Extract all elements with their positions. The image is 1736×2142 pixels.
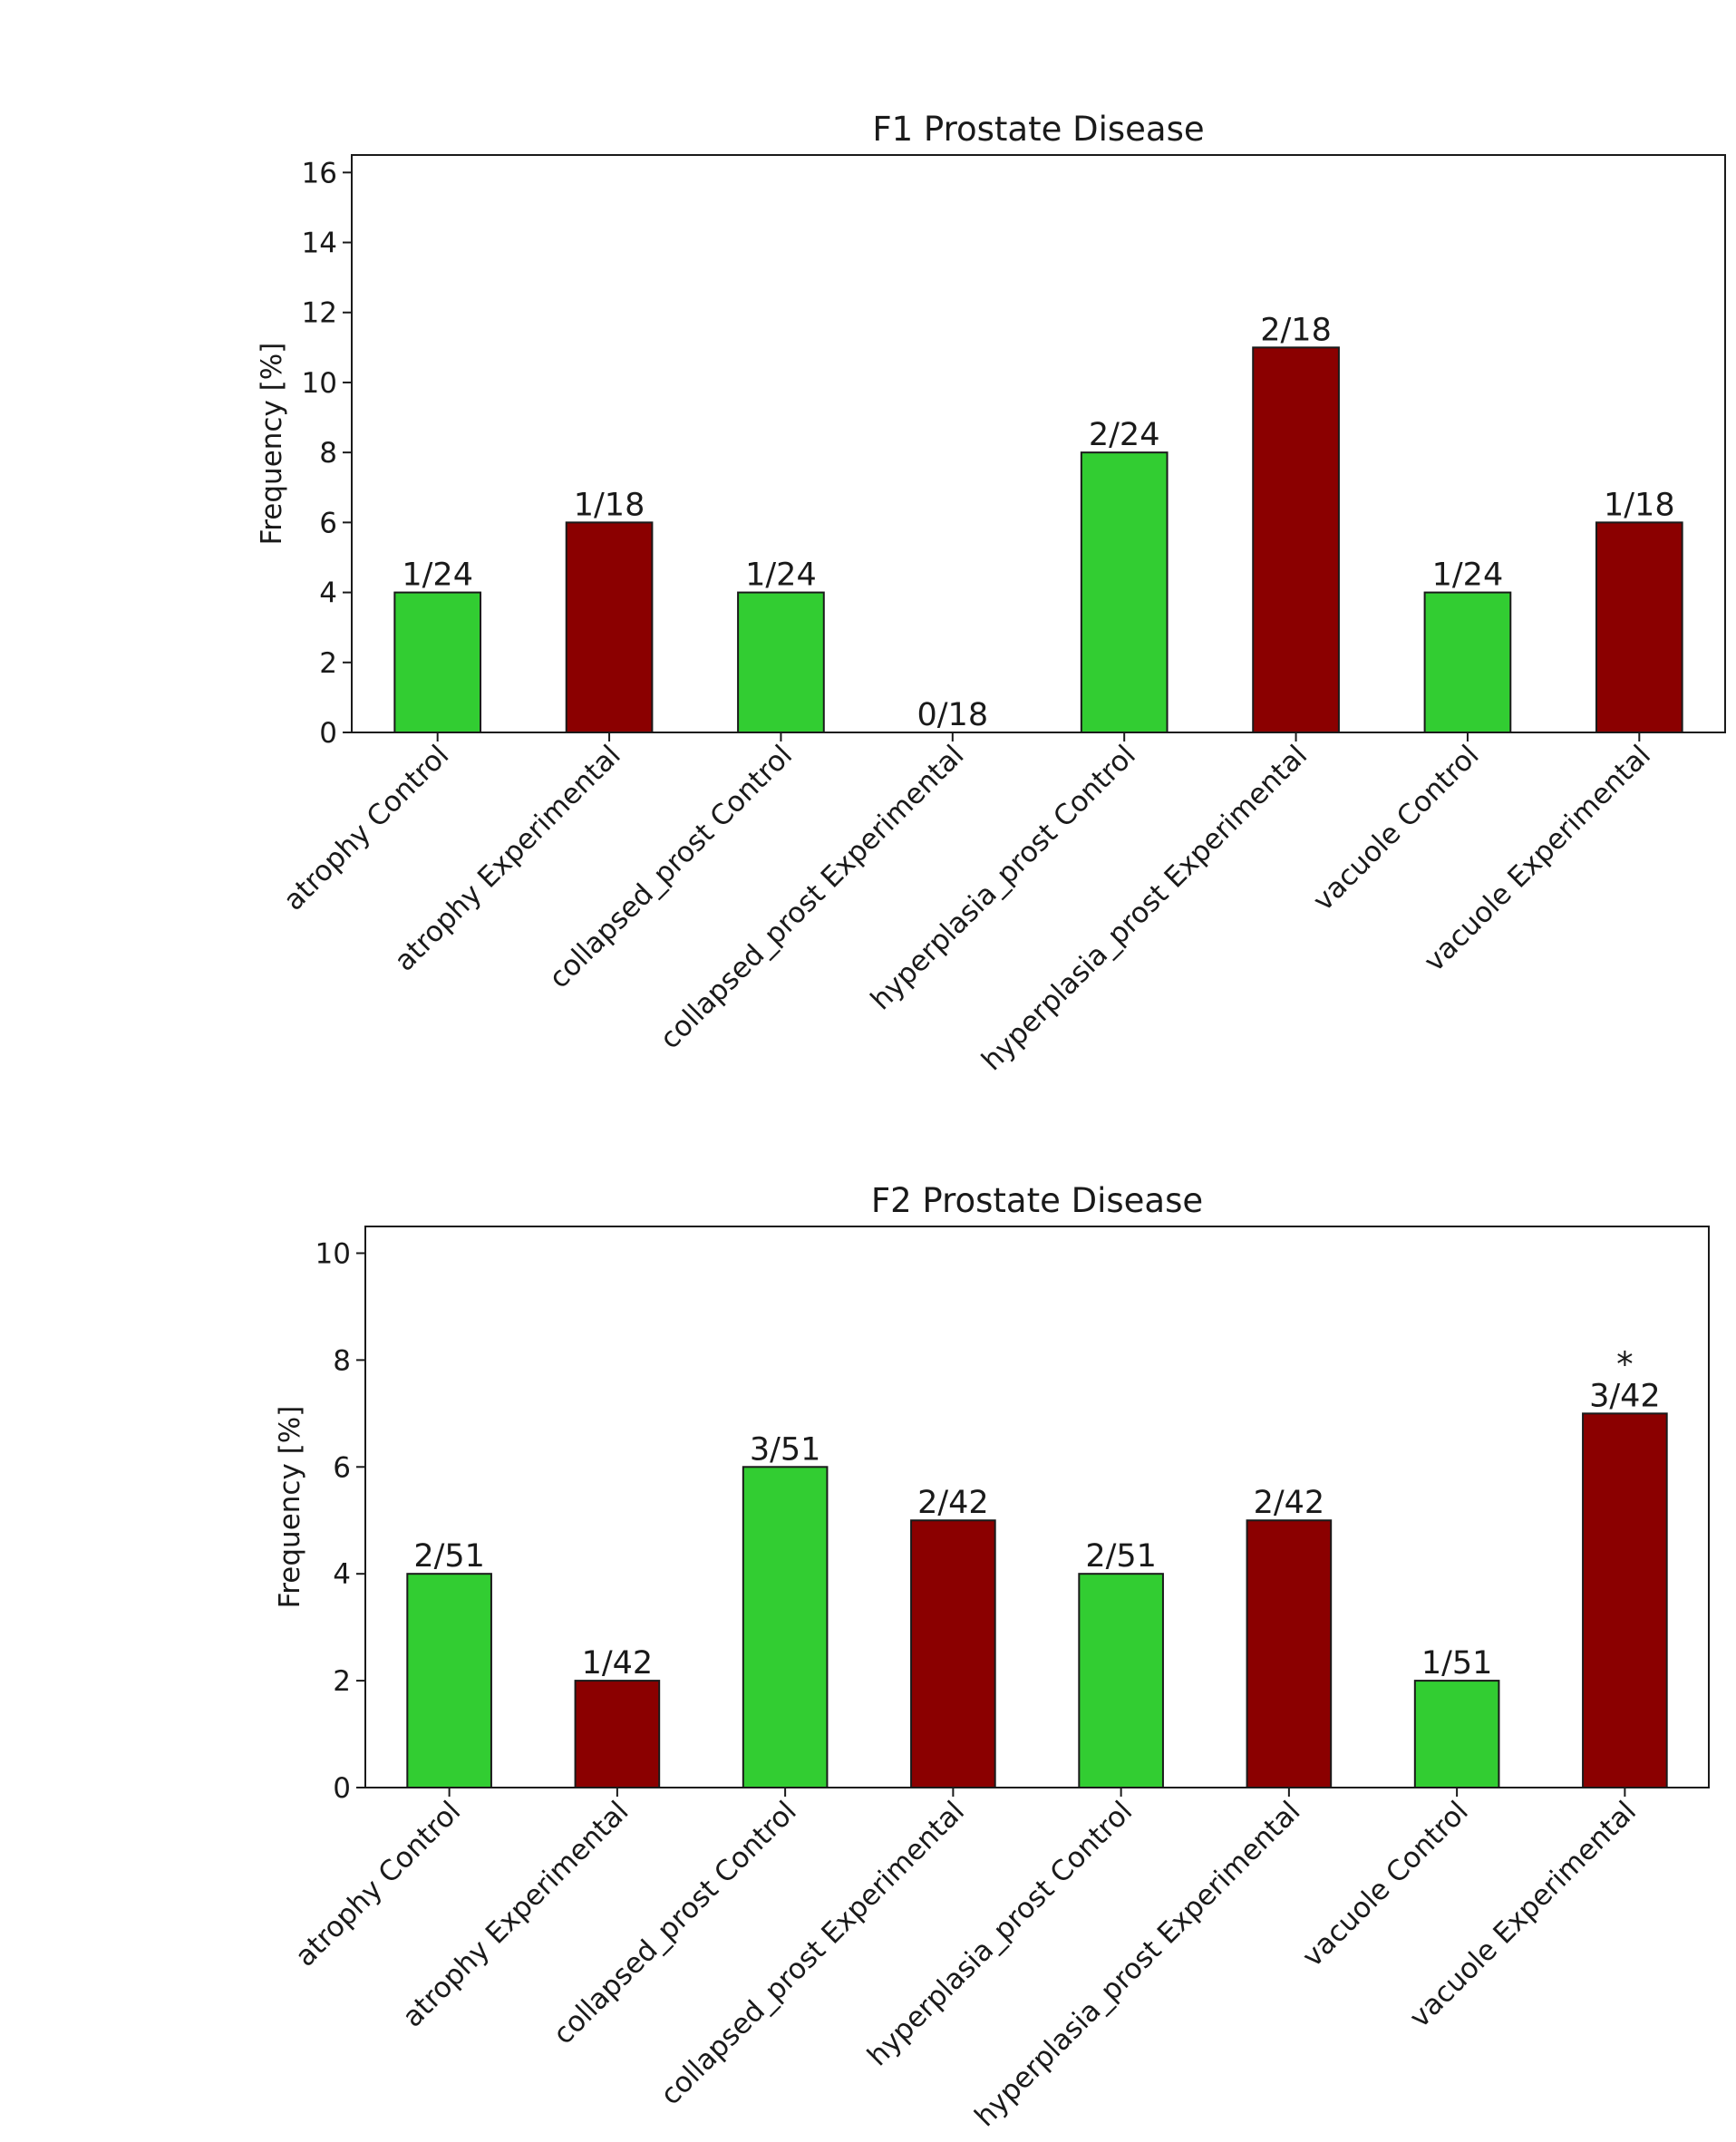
y-tick-label: 4 <box>319 577 337 610</box>
data-label: 3/51 <box>750 1431 821 1468</box>
x-tick-label: vacuole Control <box>1307 739 1486 917</box>
data-label: 1/24 <box>745 557 817 594</box>
bar <box>393 591 482 733</box>
chart-title: F1 Prostate Disease <box>872 110 1204 149</box>
data-label: 0/18 <box>917 697 989 733</box>
x-tick-label: atrophy Control <box>289 1795 467 1972</box>
x-tick-label: vacuole Control <box>1296 1795 1475 1973</box>
data-label: 1/18 <box>574 487 645 523</box>
y-tick-label: 10 <box>315 1237 351 1270</box>
bar <box>565 521 654 734</box>
bar <box>742 1466 829 1789</box>
bar <box>1080 451 1169 733</box>
y-tick-label: 14 <box>302 228 337 260</box>
y-tick-label: 6 <box>319 507 337 539</box>
data-label: 2/51 <box>1085 1538 1157 1575</box>
bar <box>574 1680 661 1788</box>
bar <box>1595 521 1683 734</box>
data-label: 3/42 <box>1589 1378 1661 1414</box>
bar <box>1413 1680 1500 1788</box>
chart-f2-prostate-disease: F2 Prostate Disease Frequency [%] 0 2 4 6 8 10 a… <box>274 1181 1710 2133</box>
data-label: 2/18 <box>1260 312 1332 348</box>
y-axis-label: Frequency [%] <box>256 343 288 546</box>
x-tick-label: atrophy Control <box>277 739 455 916</box>
data-label: 2/24 <box>1089 417 1160 453</box>
y-tick-label: 12 <box>302 297 337 330</box>
y-tick-label: 16 <box>302 157 337 189</box>
x-tick-label: hyperplasia_prost Control <box>861 1795 1139 2072</box>
chart-f1-prostate-disease: F1 Prostate Disease Frequency [%] 0 2 4 6 8 10 1… <box>256 110 1726 1077</box>
y-axis-label: Frequency [%] <box>274 1406 306 1609</box>
bar <box>1582 1412 1668 1789</box>
chart-title: F2 Prostate Disease <box>871 1181 1203 1220</box>
x-tick-label: hyperplasia_prost Experimental <box>975 739 1314 1077</box>
y-tick-label: 8 <box>319 437 337 470</box>
y-tick-label: 8 <box>333 1344 351 1377</box>
data-label: 2/51 <box>413 1538 485 1575</box>
plot-frame <box>351 154 1726 733</box>
bar <box>910 1519 996 1788</box>
bar <box>1078 1573 1164 1788</box>
y-tick-label: 10 <box>302 367 337 400</box>
bar <box>1252 346 1340 733</box>
data-label: 1/18 <box>1604 487 1675 523</box>
data-label: 2/42 <box>917 1485 989 1521</box>
y-tick-label: 4 <box>333 1558 351 1591</box>
plot-frame <box>364 1226 1710 1788</box>
data-label: 1/42 <box>582 1645 654 1682</box>
data-label: 1/51 <box>1421 1645 1493 1682</box>
bar <box>1246 1519 1333 1788</box>
y-tick-label: 2 <box>333 1665 351 1698</box>
bar <box>737 591 825 733</box>
y-tick-label: 0 <box>319 717 337 750</box>
y-tick-label: 6 <box>333 1451 351 1484</box>
y-tick-label: 0 <box>333 1772 351 1805</box>
bar <box>406 1573 492 1788</box>
bar <box>1423 591 1512 733</box>
x-tick-label: collapsed_prost Experimental <box>654 739 970 1055</box>
x-tick-label: hyperplasia_prost Experimental <box>968 1795 1306 2133</box>
significance-marker: * <box>1616 1344 1634 1383</box>
data-label: 2/42 <box>1254 1485 1325 1521</box>
data-label: 1/24 <box>1432 557 1504 594</box>
y-tick-label: 2 <box>319 647 337 680</box>
x-tick-label: collapsed_prost Experimental <box>655 1795 971 2111</box>
data-label: 1/24 <box>402 557 473 594</box>
